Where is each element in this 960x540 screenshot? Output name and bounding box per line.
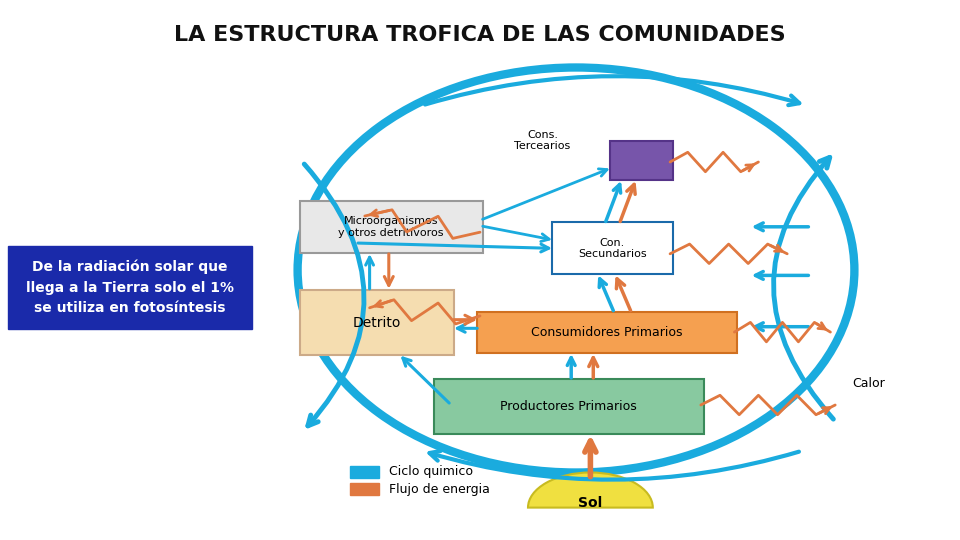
FancyBboxPatch shape <box>350 483 379 495</box>
Text: Detrito: Detrito <box>352 316 401 329</box>
FancyBboxPatch shape <box>434 379 704 434</box>
Text: LA ESTRUCTURA TROFICA DE LAS COMUNIDADES: LA ESTRUCTURA TROFICA DE LAS COMUNIDADES <box>174 25 786 45</box>
Text: Microorganismos
y otros detritívoros: Microorganismos y otros detritívoros <box>339 215 444 238</box>
FancyBboxPatch shape <box>8 246 252 329</box>
Wedge shape <box>528 472 653 508</box>
FancyBboxPatch shape <box>477 312 737 353</box>
Text: Ciclo quimico: Ciclo quimico <box>389 465 472 478</box>
FancyBboxPatch shape <box>610 141 673 180</box>
Text: Calor: Calor <box>852 377 885 390</box>
Ellipse shape <box>298 68 854 472</box>
Text: Sol: Sol <box>578 496 603 510</box>
FancyBboxPatch shape <box>300 201 483 253</box>
FancyBboxPatch shape <box>300 290 454 355</box>
Text: Cons.
Tercearios: Cons. Tercearios <box>515 130 570 151</box>
Text: Flujo de energia: Flujo de energia <box>389 483 490 496</box>
Text: De la radiación solar que
llega a la Tierra solo el 1%
se utiliza en fotosíntesi: De la radiación solar que llega a la Tie… <box>26 260 234 315</box>
Text: Productores Primarios: Productores Primarios <box>500 400 637 413</box>
FancyBboxPatch shape <box>552 222 673 274</box>
FancyBboxPatch shape <box>350 466 379 478</box>
Text: Con.
Secundarios: Con. Secundarios <box>578 238 647 259</box>
Text: Consumidores Primarios: Consumidores Primarios <box>532 326 683 339</box>
